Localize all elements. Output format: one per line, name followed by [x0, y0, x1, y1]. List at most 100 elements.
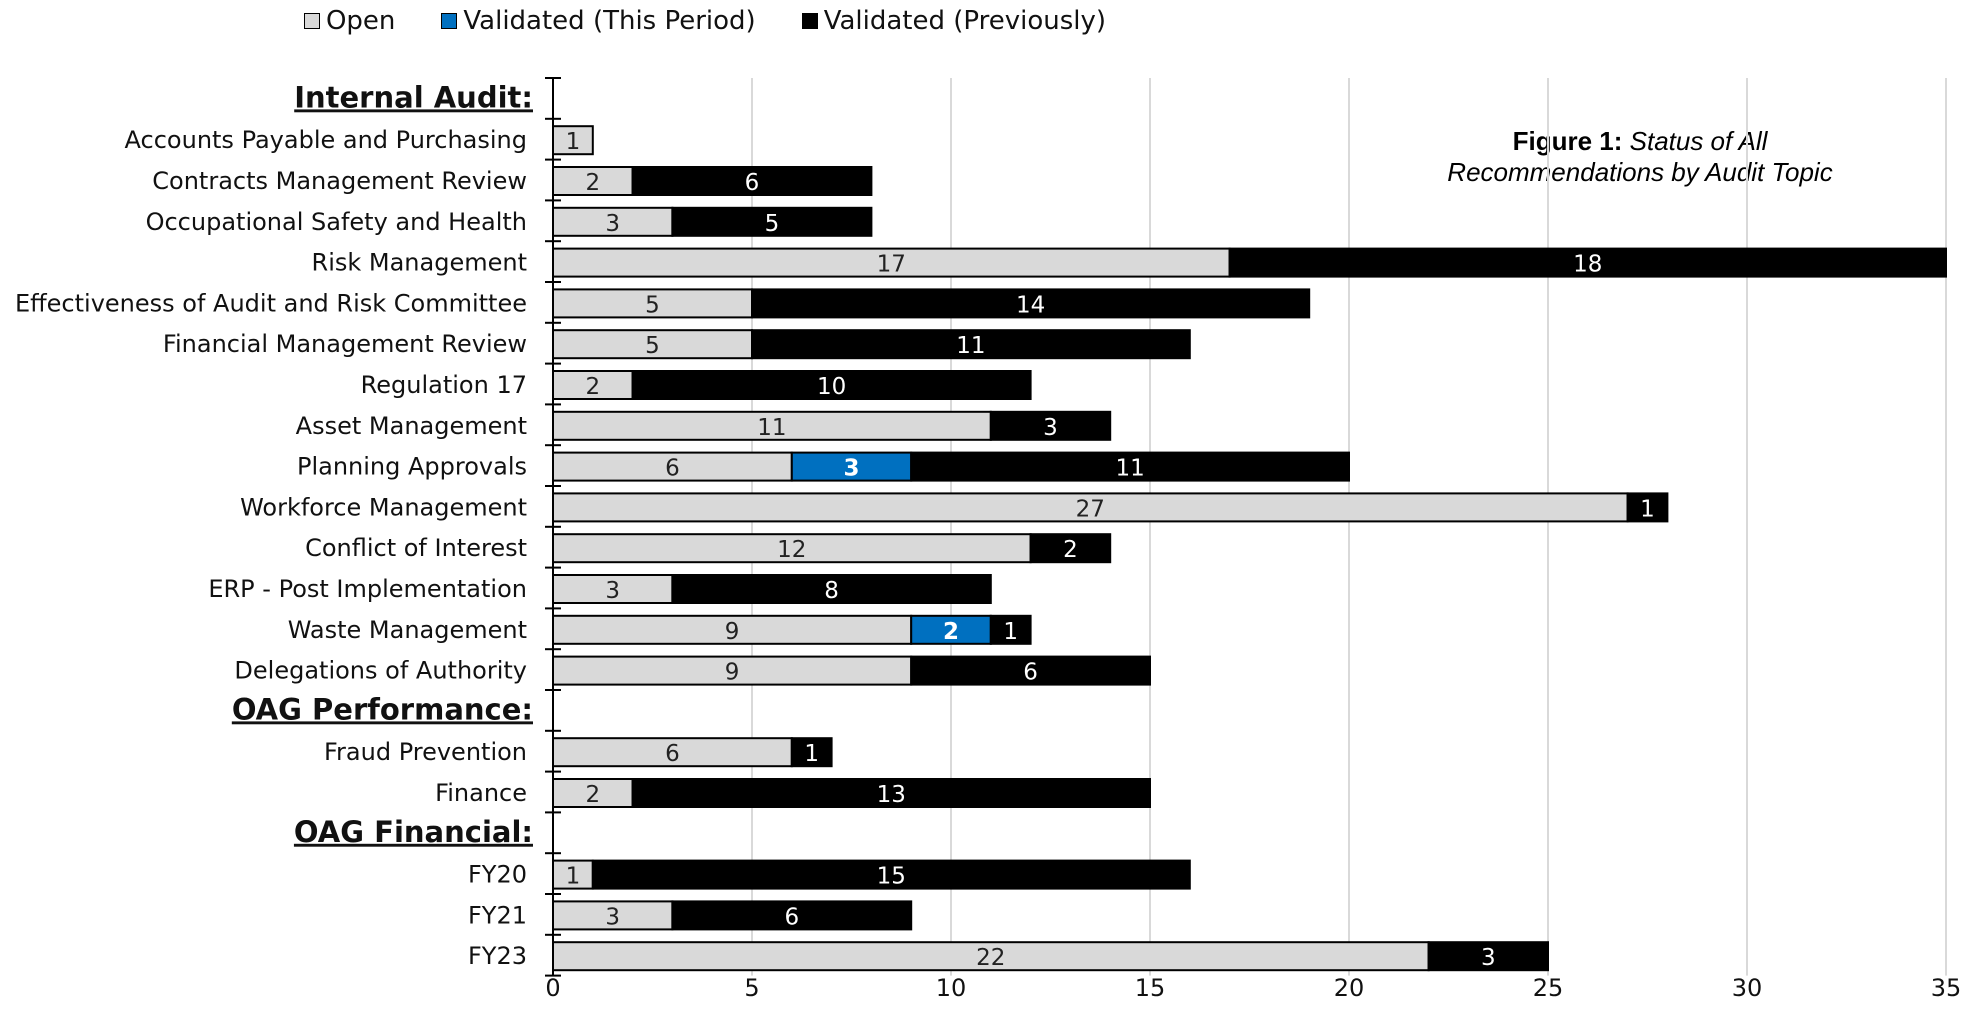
category-label: Occupational Safety and Health	[146, 208, 527, 236]
data-label: 6	[665, 741, 680, 767]
category-label: Planning Approvals	[297, 453, 527, 481]
category-label: FY20	[468, 861, 527, 889]
bar-validated-previously	[591, 859, 1191, 890]
category-label: Fraud Prevention	[324, 738, 527, 766]
bar-open	[552, 125, 594, 156]
bar-validated-previously	[910, 451, 1350, 482]
bar-open	[552, 410, 992, 441]
section-heading: OAG Performance:	[232, 692, 533, 726]
category-label: Waste Management	[288, 616, 527, 644]
bar-validated-previously	[631, 166, 873, 196]
x-tick-label: 0	[545, 974, 560, 1002]
category-label: Conflict of Interest	[305, 534, 527, 562]
figure-title: Figure 1: Status of All Recommendations …	[1410, 126, 1870, 188]
bar-open	[552, 574, 674, 604]
bar-validated-previously	[1427, 941, 1549, 972]
category-label: Contracts Management Review	[152, 167, 527, 195]
legend-swatch-open	[303, 13, 320, 29]
bar-validated-previously	[751, 329, 1191, 360]
figure-title-number: Figure 1:	[1512, 126, 1623, 156]
section-heading: OAG Financial:	[294, 815, 533, 849]
data-label: 2	[585, 170, 600, 196]
category-label: Finance	[435, 779, 527, 807]
legend-swatch-validated-this-period	[441, 13, 458, 29]
bar-open	[552, 737, 793, 768]
x-tick-label: 25	[1533, 974, 1564, 1002]
data-label: 2	[585, 374, 600, 400]
legend-label-open: Open	[325, 6, 396, 36]
bar-validated-previously	[1626, 492, 1669, 523]
bar-validated-previously	[1228, 247, 1947, 278]
data-label: 3	[605, 211, 620, 237]
data-label: 3	[1043, 415, 1058, 441]
data-label: 9	[725, 619, 740, 645]
category-label: Financial Management Review	[163, 330, 527, 358]
data-label: 11	[757, 415, 786, 441]
data-label: 18	[1573, 252, 1602, 278]
x-tick-label: 15	[1135, 974, 1166, 1002]
bar-open	[552, 655, 913, 686]
category-label: Accounts Payable and Purchasing	[125, 126, 527, 154]
category-label: Regulation 17	[361, 371, 527, 399]
bar-validated-previously	[790, 737, 833, 768]
bar-validated-previously	[989, 614, 1032, 645]
data-label: 1	[566, 864, 581, 890]
section-heading: Internal Audit:	[294, 80, 533, 114]
bar-validated-previously	[671, 206, 873, 237]
bar-validated-previously	[910, 655, 1152, 686]
data-label: 14	[1016, 292, 1045, 318]
data-label: 3	[1481, 945, 1496, 971]
bar-validated-previously	[631, 778, 1151, 808]
data-label: 2	[1063, 537, 1078, 563]
legend-item-validated-previously: Validated (Previously)	[801, 6, 1106, 36]
data-label: 6	[745, 170, 760, 196]
data-label: 6	[784, 904, 799, 930]
bar-validated-previously	[989, 410, 1112, 441]
data-label: 13	[877, 782, 906, 808]
data-label: 5	[645, 333, 660, 359]
data-label: 27	[1076, 496, 1105, 522]
bar-validated-previously	[671, 900, 913, 931]
category-label: Delegations of Authority	[234, 657, 527, 685]
bar-open	[552, 247, 1231, 278]
category-label: Workforce Management	[240, 493, 527, 521]
data-label: 17	[877, 252, 906, 278]
category-label: Effectiveness of Audit and Risk Committe…	[15, 289, 527, 317]
data-label: 15	[877, 864, 906, 890]
data-label: 3	[843, 456, 859, 482]
bar-validated-previously	[751, 288, 1311, 319]
data-label: 3	[605, 904, 620, 930]
data-label: 9	[725, 660, 740, 686]
data-label: 2	[943, 619, 959, 645]
legend-item-open: Open	[303, 6, 396, 36]
bar-validated-this-period	[910, 614, 992, 645]
data-label: 3	[605, 578, 620, 604]
x-tick-label: 5	[744, 974, 759, 1002]
bar-validated-this-period	[790, 451, 913, 482]
data-label: 5	[645, 292, 660, 318]
data-label: 1	[804, 741, 819, 767]
x-tick-label: 20	[1334, 974, 1365, 1002]
data-label: 6	[665, 456, 680, 482]
category-label: FY23	[468, 942, 527, 970]
category-label: Asset Management	[296, 412, 527, 440]
bar-validated-previously	[631, 370, 1032, 400]
figure-title-text: Status of All Recommendations by Audit T…	[1447, 126, 1833, 187]
data-label: 1	[566, 129, 581, 155]
data-label: 6	[1023, 660, 1038, 686]
data-label: 12	[777, 537, 806, 563]
data-label: 5	[765, 211, 780, 237]
category-label: Risk Management	[312, 249, 527, 277]
legend-item-validated-this-period: Validated (This Period)	[441, 6, 756, 36]
bar-validated-previously	[1029, 533, 1112, 564]
x-tick-label: 10	[936, 974, 967, 1002]
legend-label-validated-this-period: Validated (This Period)	[463, 6, 756, 36]
data-label: 22	[976, 945, 1005, 971]
bar-open	[552, 492, 1629, 523]
legend-swatch-validated-previously	[801, 13, 818, 29]
data-label: 11	[1115, 456, 1144, 482]
category-label: FY21	[468, 901, 527, 929]
bar-open	[552, 451, 793, 482]
data-label: 1	[1640, 496, 1655, 522]
bar-open	[552, 941, 1430, 972]
